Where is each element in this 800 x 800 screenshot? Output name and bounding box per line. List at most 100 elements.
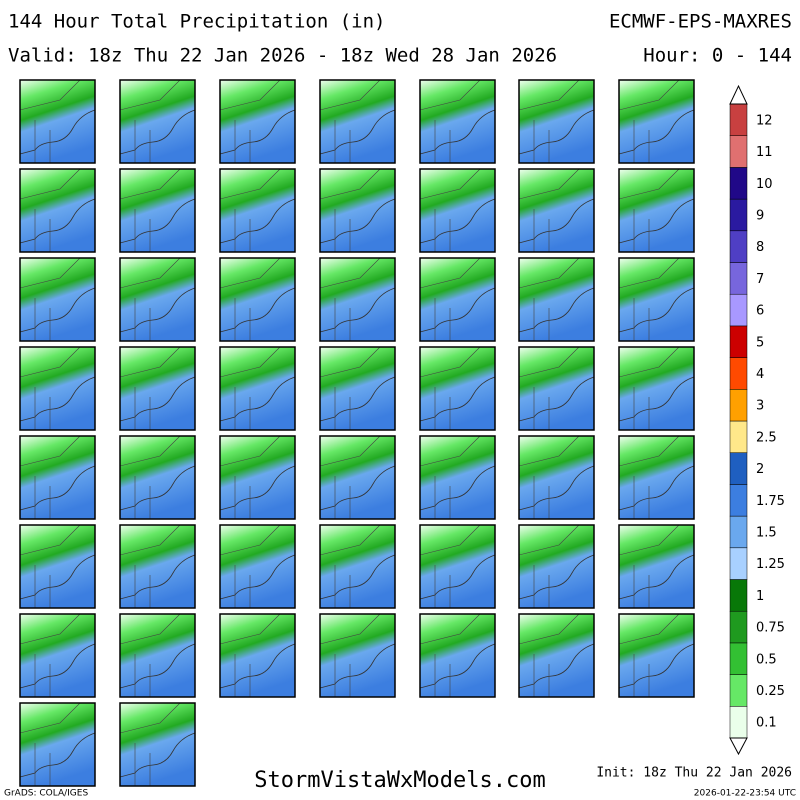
colorbar-swatch: [729, 230, 748, 263]
panel-fill: [120, 525, 195, 608]
panel-frame: [319, 257, 396, 342]
borders: [319, 257, 381, 341]
map-panel: [219, 613, 296, 698]
panel-fill: [220, 169, 295, 252]
colorbar-label: 5: [756, 335, 764, 350]
panel-fill: [220, 80, 295, 163]
panel-frame: [518, 613, 595, 698]
colorbar-swatch: [729, 579, 748, 612]
colorbar-label: 4: [756, 367, 764, 382]
panel-fill: [120, 703, 195, 786]
panel-fill: [120, 436, 195, 519]
panel-frame: [219, 168, 296, 253]
coastline: [119, 287, 196, 333]
init: Init: 18z Thu 22 Jan 2026: [596, 766, 792, 781]
borders: [419, 613, 481, 697]
map-panel: [419, 168, 496, 253]
coastline: [19, 376, 96, 422]
coastline: [618, 465, 695, 511]
panel-fill: [420, 614, 495, 697]
coastline: [119, 732, 196, 778]
borders: [219, 257, 281, 341]
colorbar-swatch: [729, 674, 748, 707]
panel-fill: [120, 614, 195, 697]
borders: [19, 346, 81, 430]
panel-fill: [20, 614, 95, 697]
panel-frame: [419, 79, 496, 164]
coastline: [419, 198, 496, 244]
panel-frame: [19, 524, 96, 609]
coastline: [319, 109, 396, 155]
coastline: [219, 198, 296, 244]
panel-fill: [619, 525, 694, 608]
coastline: [518, 109, 595, 155]
map-panel: [119, 435, 196, 520]
coastline: [19, 732, 96, 778]
panel-fill: [519, 525, 594, 608]
colorbar-label: 1.5: [756, 525, 777, 540]
borders: [618, 613, 680, 697]
coastline: [518, 554, 595, 600]
map-panel: [19, 435, 96, 520]
panel-fill: [420, 436, 495, 519]
hour-range: Hour: 0 - 144: [643, 45, 792, 67]
coastline: [419, 554, 496, 600]
coastline: [518, 643, 595, 689]
panel-frame: [119, 613, 196, 698]
borders: [219, 524, 281, 608]
panel-fill: [20, 80, 95, 163]
borders: [119, 524, 181, 608]
map-panel: [19, 613, 96, 698]
colorbar-label: 0.25: [756, 684, 785, 699]
coastline: [618, 376, 695, 422]
panel-frame: [319, 435, 396, 520]
colorbar-label: 10: [756, 177, 773, 192]
map-panel: [618, 257, 695, 342]
map-panel: [119, 702, 196, 787]
borders: [19, 435, 81, 519]
panel-frame: [618, 168, 695, 253]
panel-fill: [320, 614, 395, 697]
coastline: [119, 109, 196, 155]
coastline: [419, 643, 496, 689]
credit: GrADS: COLA/IGES: [4, 789, 88, 799]
map-panel: [119, 257, 196, 342]
panel-frame: [618, 524, 695, 609]
coastline: [618, 643, 695, 689]
panel-fill: [519, 436, 594, 519]
borders: [119, 79, 181, 163]
borders: [19, 702, 81, 786]
map-panel: [119, 346, 196, 431]
panel-fill: [120, 169, 195, 252]
panel-fill: [519, 614, 594, 697]
panel-fill: [420, 525, 495, 608]
panel-frame: [19, 168, 96, 253]
coastline: [219, 376, 296, 422]
colorbar-label: 11: [756, 145, 773, 160]
panel-fill: [619, 258, 694, 341]
borders: [518, 79, 580, 163]
borders: [618, 168, 680, 252]
borders: [19, 524, 81, 608]
colorbar-swatch: [729, 325, 748, 358]
panel-frame: [319, 524, 396, 609]
panel-fill: [420, 169, 495, 252]
panel-frame: [119, 524, 196, 609]
panel-frame: [618, 613, 695, 698]
panel-frame: [219, 435, 296, 520]
borders: [319, 346, 381, 430]
panel-frame: [319, 79, 396, 164]
colorbar-label: 0.75: [756, 621, 785, 636]
map-panel: [618, 613, 695, 698]
coastline: [119, 376, 196, 422]
coastline: [219, 287, 296, 333]
panel-frame: [119, 702, 196, 787]
arrow-top: [729, 84, 748, 105]
panel-frame: [119, 257, 196, 342]
colorbar-swatch: [729, 547, 748, 580]
map-panel: [518, 524, 595, 609]
panel-frame: [518, 79, 595, 164]
coastline: [419, 465, 496, 511]
panel-frame: [419, 613, 496, 698]
